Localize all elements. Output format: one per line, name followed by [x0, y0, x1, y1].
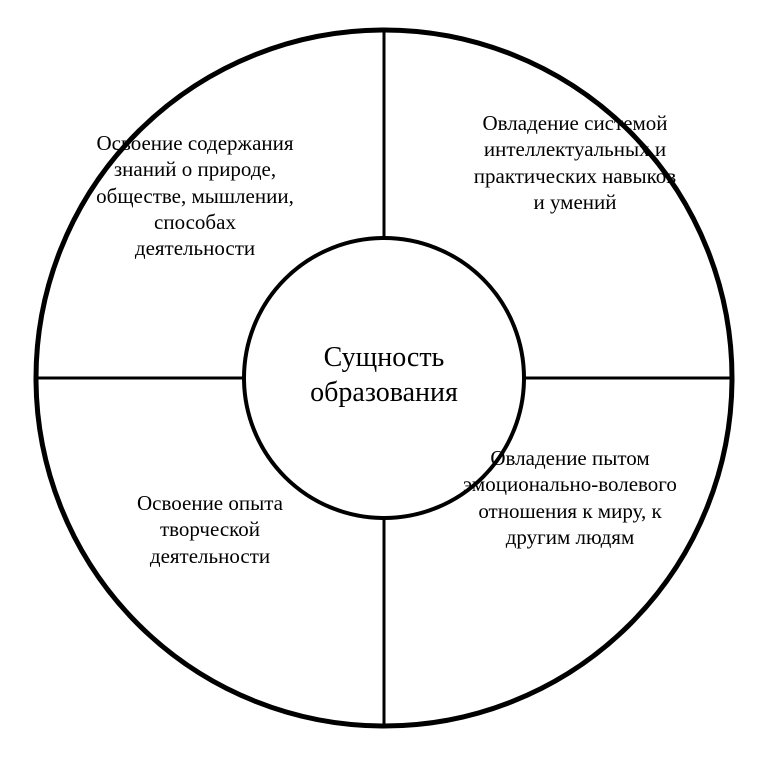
quadrant-top-right: Овладение системой интеллектуальных и пр… — [470, 110, 680, 215]
quadrant-top-left: Освоение содержания знаний о природе, об… — [95, 130, 295, 261]
center-label: Сущность образования — [274, 340, 494, 410]
diagram-stage: Сущность образования Освоение содержания… — [0, 0, 768, 757]
quadrant-bottom-left: Освоение опыта творческой деятельности — [115, 490, 305, 569]
quadrant-bottom-right: Овладение пытом эмоционально-волевого от… — [460, 445, 680, 550]
